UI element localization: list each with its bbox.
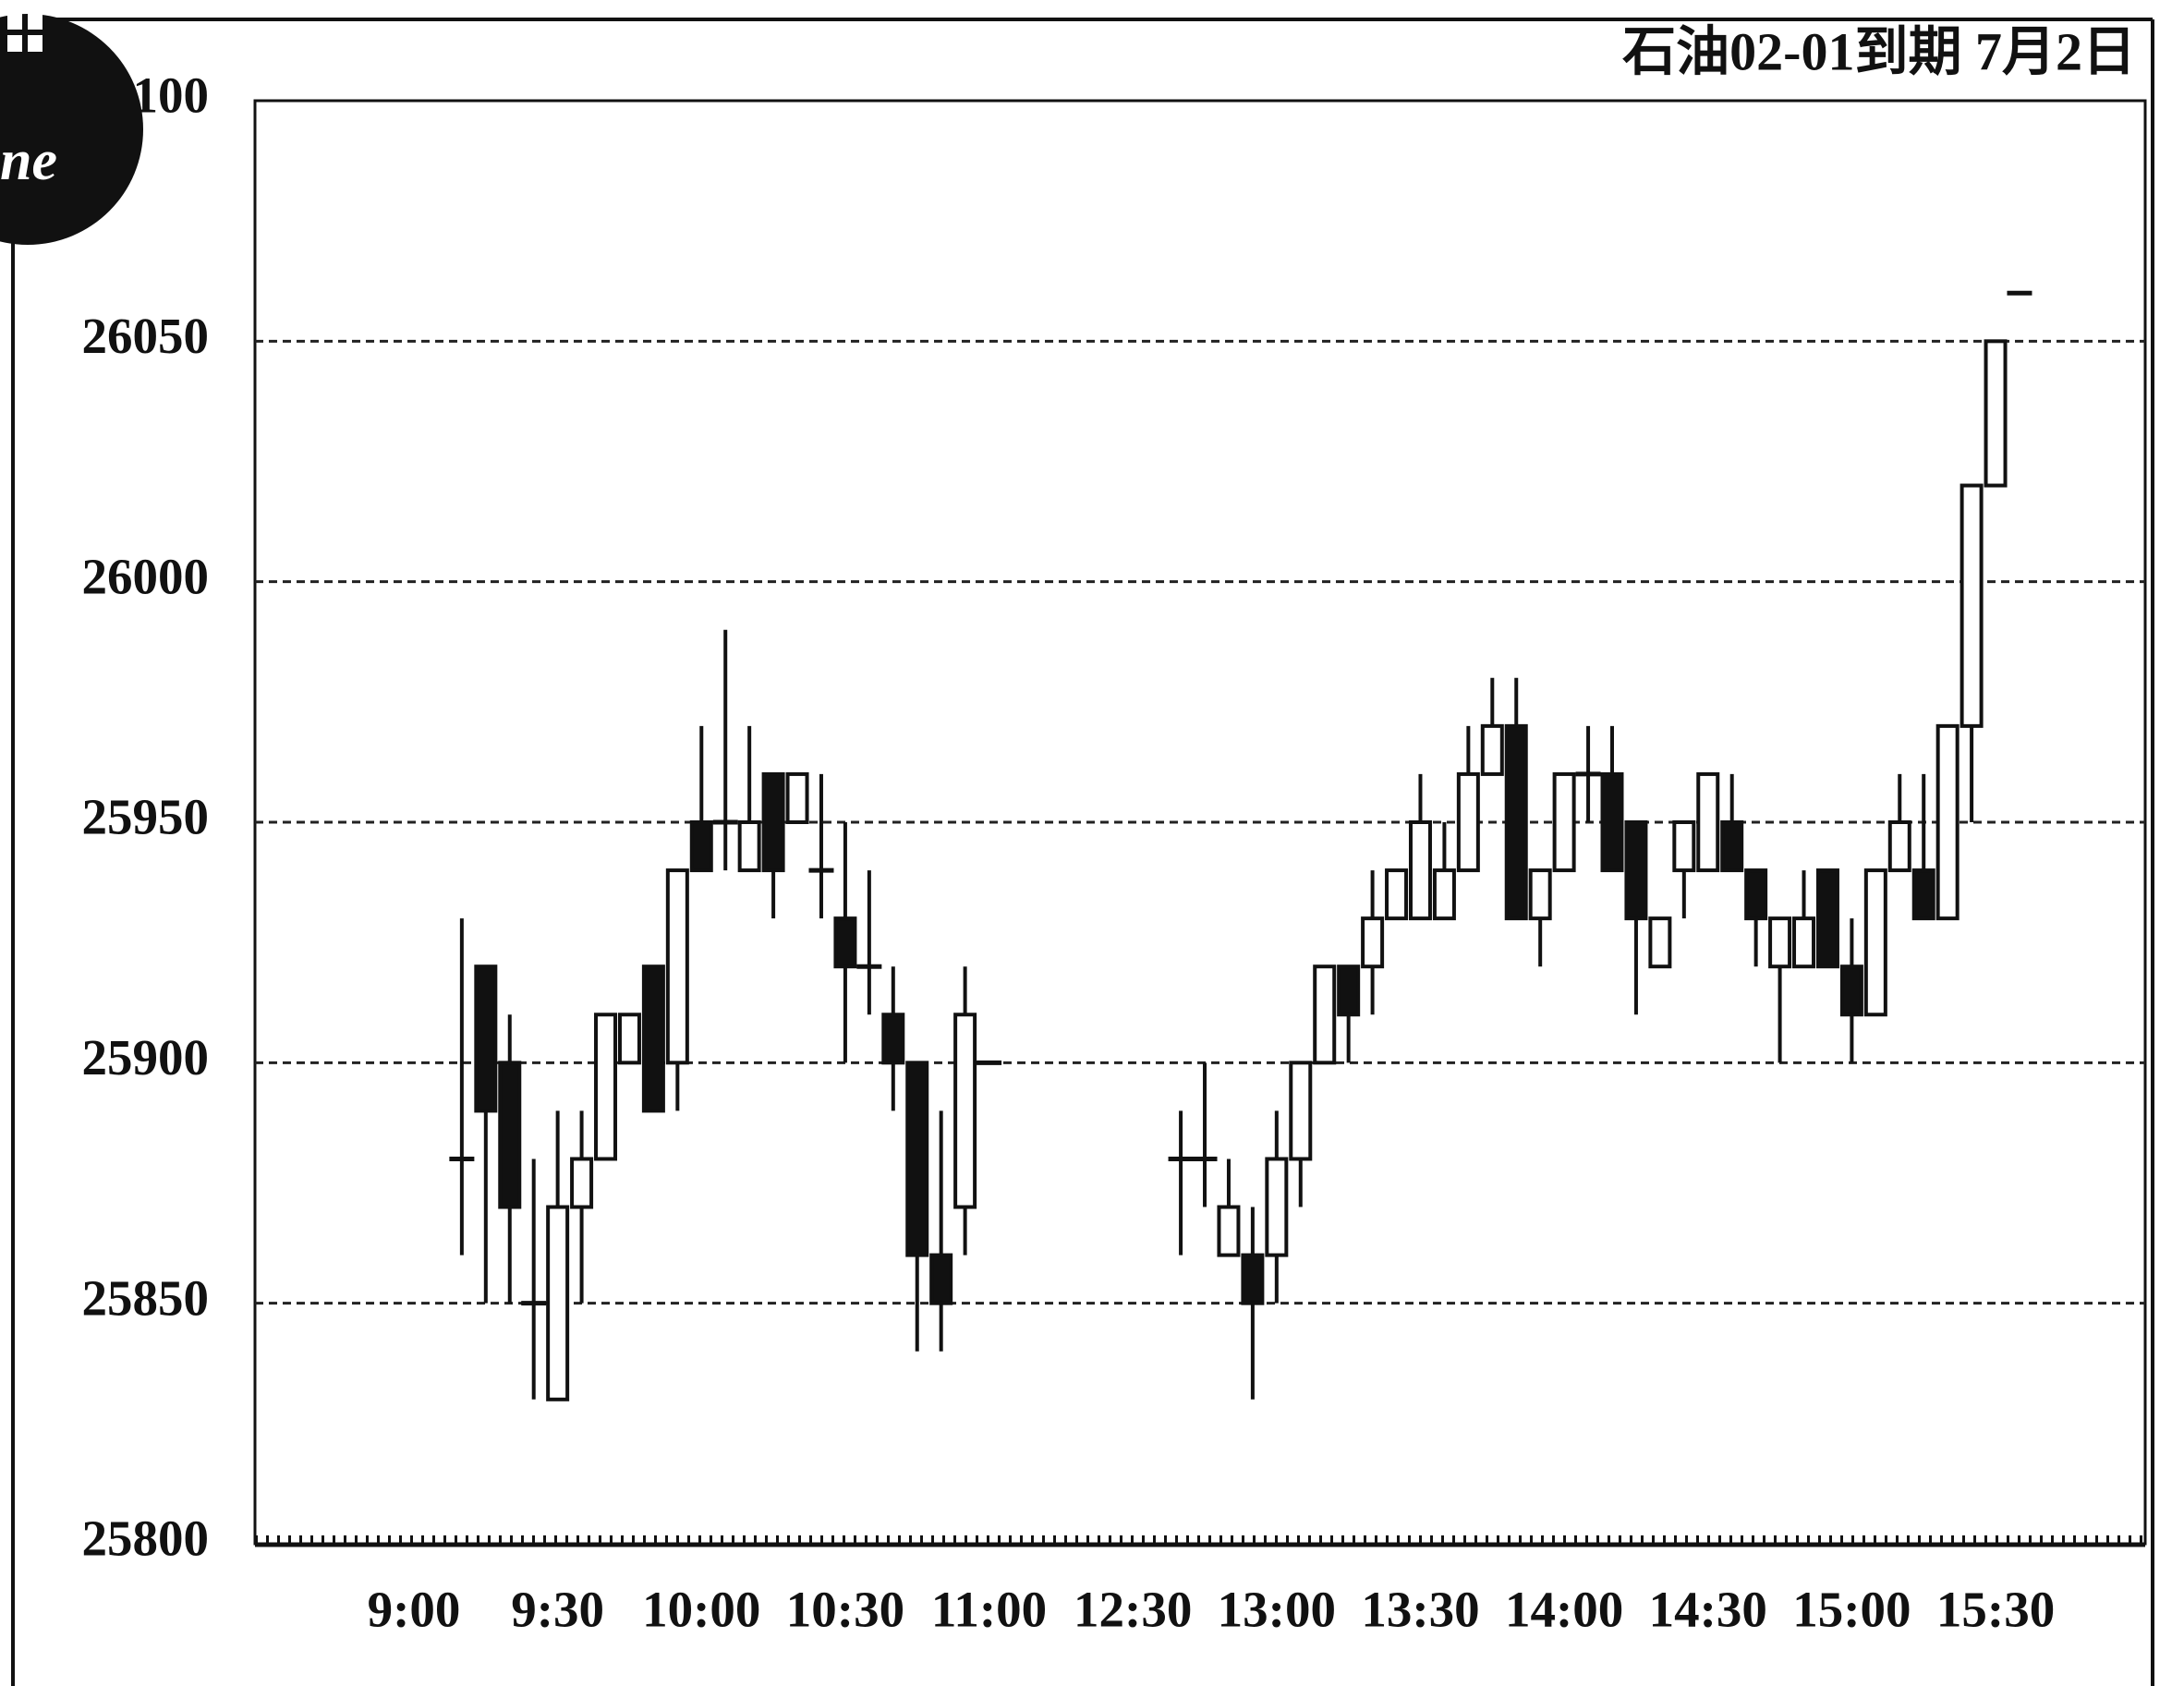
- candle-body: [665, 868, 689, 1065]
- y-tick-label: 25950: [82, 789, 210, 845]
- candle-body: [594, 1013, 618, 1161]
- x-tick-label: 14:30: [1649, 1582, 1767, 1638]
- candle-body: [761, 771, 785, 873]
- candle-body: [1361, 916, 1385, 969]
- candle-body: [1313, 964, 1337, 1065]
- candle-body: [1672, 820, 1696, 873]
- candle-body: [1456, 771, 1480, 873]
- candle-body: [1624, 820, 1648, 921]
- x-tick-label: 12:30: [1074, 1582, 1192, 1638]
- x-tick-label: 13:00: [1218, 1582, 1336, 1638]
- corner-badge: [0, 14, 143, 245]
- candle-body: [1935, 723, 1960, 921]
- candle-body: [1815, 868, 1839, 969]
- badge-icon: [28, 35, 42, 52]
- candle-body: [1696, 771, 1720, 873]
- badge-icon: [7, 13, 22, 30]
- candle-body: [1528, 868, 1552, 921]
- candle-body: [1839, 964, 1863, 1017]
- candle-body: [1408, 820, 1432, 921]
- candle-body: [546, 1205, 570, 1401]
- candle-body: [953, 1013, 977, 1209]
- candle-body: [1600, 771, 1624, 873]
- candle-body: [1480, 723, 1504, 776]
- candle-body: [1911, 868, 1935, 921]
- candle-body: [498, 1061, 522, 1209]
- candle-body: [929, 1253, 953, 1305]
- candle-body: [1337, 964, 1361, 1017]
- badge-icon: [7, 35, 22, 52]
- candle-body: [833, 916, 857, 969]
- candle-body: [1984, 339, 2008, 488]
- x-tick-label: 9:00: [368, 1582, 461, 1638]
- candle-body: [1385, 868, 1409, 921]
- x-tick-label: 10:00: [642, 1582, 760, 1638]
- candle-body: [1241, 1253, 1265, 1305]
- candle-body: [641, 964, 665, 1113]
- y-tick-label: 25800: [82, 1510, 210, 1567]
- candle-body: [1432, 868, 1456, 921]
- candle-body: [1960, 483, 1984, 728]
- y-tick-label: 26050: [82, 308, 210, 364]
- candle-body: [737, 820, 761, 873]
- x-tick-label: 11:00: [931, 1582, 1047, 1638]
- candle-body: [881, 1013, 905, 1065]
- y-tick-label: 26000: [82, 548, 210, 604]
- x-tick-label: 10:30: [786, 1582, 904, 1638]
- x-tick-label: 13:30: [1361, 1582, 1479, 1638]
- candle-body: [474, 964, 498, 1113]
- candle-body: [1720, 820, 1744, 873]
- candle-body: [1289, 1061, 1313, 1161]
- y-tick-label: 25850: [82, 1269, 210, 1326]
- x-tick-label: 9:30: [511, 1582, 604, 1638]
- candle-body: [1504, 723, 1528, 921]
- candle-body: [1552, 771, 1576, 873]
- candle-body: [570, 1157, 594, 1209]
- y-tick-label: 25900: [82, 1029, 210, 1086]
- candle-body: [1265, 1157, 1289, 1257]
- candle-body: [1648, 916, 1672, 969]
- x-tick-label: 15:00: [1792, 1582, 1911, 1638]
- candle-body: [689, 820, 713, 873]
- badge-icon: [28, 13, 42, 30]
- chart-title: 石油02-01到期 7月2日: [1622, 21, 2136, 81]
- candle-body: [785, 771, 809, 825]
- candle-body: [1887, 820, 1911, 873]
- badge-text: ne: [0, 129, 57, 192]
- candle-body: [617, 1013, 641, 1065]
- x-tick-label: 15:30: [1936, 1582, 2055, 1638]
- candle-body: [1768, 916, 1792, 969]
- candle-body: [1217, 1205, 1241, 1257]
- x-tick-label: 14:00: [1505, 1582, 1623, 1638]
- candle-body: [1744, 868, 1768, 921]
- candle-body: [905, 1061, 929, 1257]
- candle-body: [1792, 916, 1816, 969]
- candle-body: [1863, 868, 1887, 1017]
